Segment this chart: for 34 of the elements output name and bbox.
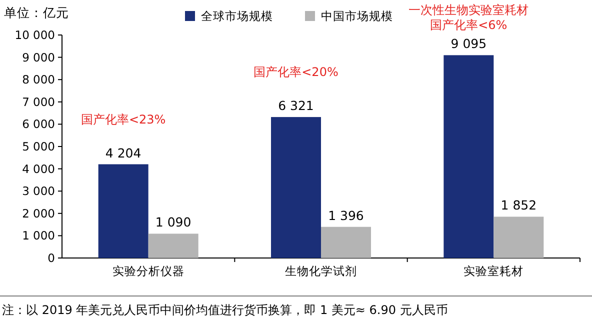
annotation: 国产化率<20% — [254, 65, 338, 80]
y-tick-label: 4 000 — [22, 162, 55, 176]
data-label: 1 396 — [328, 208, 364, 223]
bar — [148, 234, 198, 258]
bar — [494, 216, 544, 258]
y-tick-label: 8 000 — [22, 72, 55, 87]
y-tick-label: 10 000 — [14, 28, 55, 42]
text: 国产化率<6% — [430, 18, 508, 32]
x-tick-label: 生物化学试剂 — [285, 264, 357, 278]
data-label: 9 095 — [450, 36, 487, 52]
bar — [444, 55, 494, 258]
data-label: 6 321 — [278, 98, 314, 114]
y-tick-label: 3 000 — [22, 184, 55, 198]
y-tick-label: 6 000 — [22, 117, 55, 132]
data-label: 4 204 — [105, 145, 142, 160]
bar — [98, 164, 148, 258]
y-tick-label: 5 000 — [22, 140, 55, 154]
y-tick-label: 1 000 — [22, 228, 55, 243]
text: 一次性生物实验室耗材 — [408, 3, 529, 18]
data-label: 1 090 — [155, 214, 192, 230]
annotation: 国产化率<23% — [80, 112, 166, 126]
x-tick-label: 实验分析仪器 — [112, 264, 184, 278]
y-tick-label: 7 000 — [22, 94, 55, 109]
legend-label: 全球市场规模 — [201, 9, 273, 23]
bar — [321, 226, 371, 258]
x-tick-label: 实验室耗材 — [464, 264, 524, 278]
y-tick-label: 9 000 — [22, 50, 55, 64]
data-label: 1 852 — [500, 198, 537, 213]
y-axis-title: 单位：亿元 — [4, 5, 69, 20]
y-tick-label: 0 — [48, 251, 55, 265]
text: 注：以 2019 年美元兑人民币中间价均值进行货币换算，即 1 美元≈ 6.90 元人民币 — [2, 303, 448, 317]
bar — [271, 117, 321, 258]
y-tick-label: 2 000 — [22, 206, 55, 220]
legend-label: 中国市场规模 — [321, 9, 393, 23]
